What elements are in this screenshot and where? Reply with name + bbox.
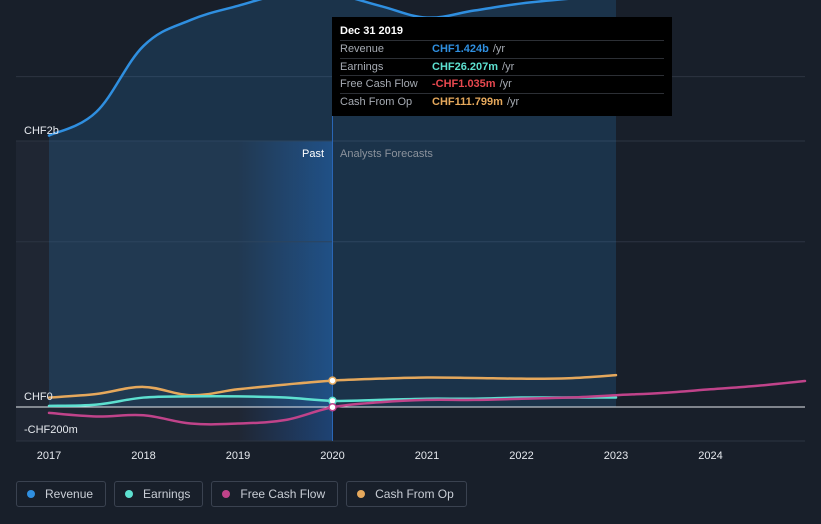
x-tick-label: 2018	[131, 450, 155, 462]
legend-dot-icon	[27, 490, 35, 498]
legend-label: Free Cash Flow	[240, 487, 326, 501]
hover-marker-fcf	[328, 402, 337, 412]
legend-item-cash-from-op[interactable]: Cash From Op	[346, 481, 467, 507]
y-tick-label-negative: -CHF200m	[24, 424, 78, 436]
x-tick-label: 2019	[226, 450, 250, 462]
tooltip-row-fcf: Free Cash Flow -CHF1.035m /yr	[340, 75, 664, 93]
x-tick-label: 2021	[415, 450, 439, 462]
legend-item-free-cash-flow[interactable]: Free Cash Flow	[211, 481, 339, 507]
legend: Revenue Earnings Free Cash Flow Cash Fro…	[16, 481, 467, 507]
y-tick-label-zero: CHF0	[24, 391, 53, 403]
tooltip-date: Dec 31 2019	[340, 25, 403, 37]
tooltip-row-cfo: Cash From Op CHF111.799m /yr	[340, 92, 664, 111]
legend-label: Earnings	[143, 487, 191, 501]
series-line-fcf	[47, 379, 807, 426]
hover-highlight-band	[238, 141, 333, 441]
legend-dot-icon	[125, 490, 134, 498]
series-line-revenue	[47, 0, 569, 137]
tooltip-unit: /yr	[499, 78, 512, 91]
tooltip-unit: /yr	[492, 43, 506, 56]
x-tick-label: 2022	[509, 450, 533, 462]
tooltip-label: Revenue	[340, 43, 385, 56]
tooltip-value: CHF26.207m	[432, 60, 499, 73]
past-label: Past	[302, 148, 324, 160]
tooltip-row-earnings: Earnings CHF26.207m /yr	[340, 57, 664, 76]
tooltip-label: Cash From Op	[340, 95, 413, 108]
tooltip-row-revenue: Revenue CHF1.424b /yr	[340, 40, 664, 58]
forecast-label: Analysts Forecasts	[340, 148, 433, 160]
gridlines	[16, 76, 805, 442]
legend-label: Cash From Op	[375, 487, 454, 501]
hover-marker-cfo	[328, 376, 337, 385]
tooltip-value: CHF1.424b	[432, 43, 489, 56]
legend-dot-icon	[357, 490, 366, 498]
legend-item-earnings[interactable]: Earnings	[114, 481, 204, 507]
tooltip-unit: /yr	[502, 60, 515, 73]
x-tick-label: 2024	[698, 450, 722, 462]
tooltip: Dec 31 2019 Revenue CHF1.424b /yr Earnin…	[332, 17, 672, 116]
tooltip-unit: /yr	[506, 95, 520, 108]
legend-item-revenue[interactable]: Revenue	[16, 481, 107, 507]
tooltip-label: Free Cash Flow	[340, 78, 418, 91]
tooltip-value: -CHF1.035m	[432, 78, 496, 91]
tooltip-value: CHF111.799m	[432, 95, 503, 108]
y-tick-label-top: CHF2b	[24, 125, 59, 137]
legend-dot-icon	[222, 490, 231, 498]
legend-label: Revenue	[45, 487, 94, 501]
x-tick-label: 2023	[604, 450, 628, 462]
tooltip-label: Earnings	[340, 60, 384, 73]
x-tick-label: 2017	[37, 450, 61, 462]
x-tick-label: 2020	[320, 450, 344, 462]
